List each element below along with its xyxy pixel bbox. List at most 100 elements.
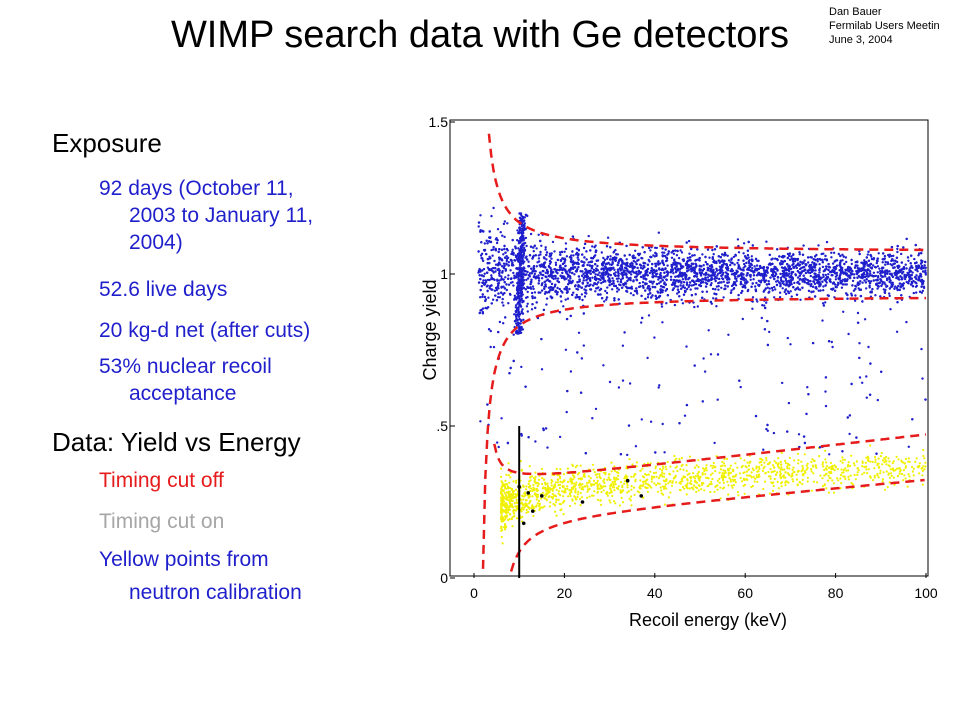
wimp-point xyxy=(530,267,533,270)
neutron-point xyxy=(756,480,759,483)
wimp-point xyxy=(505,262,508,265)
wimp-point xyxy=(895,286,899,289)
neutron-point xyxy=(719,468,722,471)
neutron-point xyxy=(574,491,577,494)
neutron-point xyxy=(788,467,791,470)
wimp-point xyxy=(654,275,658,278)
neutron-point xyxy=(578,483,581,486)
wimp-point xyxy=(641,267,644,270)
neutron-point xyxy=(874,461,877,464)
wimp-point xyxy=(582,344,585,347)
wimp-point xyxy=(619,257,622,261)
wimp-point xyxy=(558,268,561,272)
neutron-point xyxy=(588,487,591,490)
wimp-point xyxy=(832,251,836,254)
neutron-point xyxy=(536,484,539,488)
wimp-point xyxy=(509,281,513,284)
wimp-point xyxy=(574,284,577,287)
wimp-point xyxy=(510,252,513,256)
neutron-point xyxy=(888,460,891,463)
neutron-point xyxy=(502,526,506,529)
wimp-point xyxy=(713,292,716,295)
wimp-point xyxy=(537,279,541,282)
neutron-point xyxy=(663,480,666,483)
neutron-point xyxy=(508,499,511,502)
wimp-point xyxy=(889,308,892,311)
exposure-heading: Exposure xyxy=(52,128,162,158)
neutron-point xyxy=(686,478,689,481)
neutron-point xyxy=(728,476,731,480)
wimp-point xyxy=(856,266,859,270)
wimp-point xyxy=(489,345,492,349)
neutron-point xyxy=(567,495,570,498)
neutron-point xyxy=(923,457,926,460)
wimp-point xyxy=(615,253,618,256)
wimp-point xyxy=(548,280,552,283)
neutron-point xyxy=(861,461,864,464)
wimp-point xyxy=(812,280,815,283)
wimp-point xyxy=(582,272,585,276)
wimp-point xyxy=(876,265,880,268)
wimp-point xyxy=(565,410,568,414)
wimp-point xyxy=(630,287,634,290)
neutron-point xyxy=(852,462,855,465)
wimp-point xyxy=(483,272,486,275)
wimp-point xyxy=(714,297,718,300)
wimp-point xyxy=(676,275,679,278)
neutron-point xyxy=(805,464,808,467)
neutron-point xyxy=(694,475,697,478)
neutron-point xyxy=(708,483,711,486)
neutron-point xyxy=(639,469,642,472)
wimp-point xyxy=(702,264,705,267)
wimp-point xyxy=(770,286,774,290)
wimp-point xyxy=(720,286,723,289)
neutron-point xyxy=(703,468,706,471)
neutron-point xyxy=(779,476,782,479)
neutron-point xyxy=(556,481,559,484)
neutron-point xyxy=(539,506,542,509)
neutron-point xyxy=(554,481,558,484)
neutron-point xyxy=(849,464,852,468)
wimp-point xyxy=(611,288,614,291)
wimp-point xyxy=(578,297,581,301)
neutron-point xyxy=(895,467,898,470)
wimp-point xyxy=(542,308,546,312)
wimp-point xyxy=(661,251,664,254)
wimp-point xyxy=(598,271,601,274)
wimp-point xyxy=(633,256,636,260)
wimp-point xyxy=(524,288,527,291)
wimp-point xyxy=(736,270,739,273)
wimp-point xyxy=(611,277,614,280)
wimp-point xyxy=(896,247,899,251)
neutron-point xyxy=(896,475,900,478)
neutron-point xyxy=(907,473,910,476)
wimp-point xyxy=(888,255,891,258)
wimp-point xyxy=(712,268,715,272)
neutron-point xyxy=(680,478,683,481)
wimp-point xyxy=(661,260,664,263)
wimp-point xyxy=(679,274,682,277)
neutron-point xyxy=(775,461,778,465)
wimp-point xyxy=(906,256,910,259)
neutron-point xyxy=(863,471,866,474)
neutron-point xyxy=(831,479,834,482)
wimp-point xyxy=(573,273,576,276)
neutron-point xyxy=(839,460,842,463)
wimp-point xyxy=(607,279,610,282)
wimp-point xyxy=(751,267,754,270)
neutron-point xyxy=(559,480,562,483)
neutron-point xyxy=(653,482,656,485)
wimp-point xyxy=(755,298,758,301)
wimp-point xyxy=(583,261,586,264)
neutron-point xyxy=(914,460,917,463)
wimp-point xyxy=(540,289,544,292)
wimp-point xyxy=(708,264,712,268)
neutron-point xyxy=(757,470,760,473)
wimp-point xyxy=(605,262,609,265)
neutron-point xyxy=(921,474,924,477)
neutron-point xyxy=(795,473,798,476)
neutron-point xyxy=(791,468,794,471)
wimp-point xyxy=(504,276,507,279)
wimp-point xyxy=(494,270,497,273)
neutron-point xyxy=(504,523,507,526)
